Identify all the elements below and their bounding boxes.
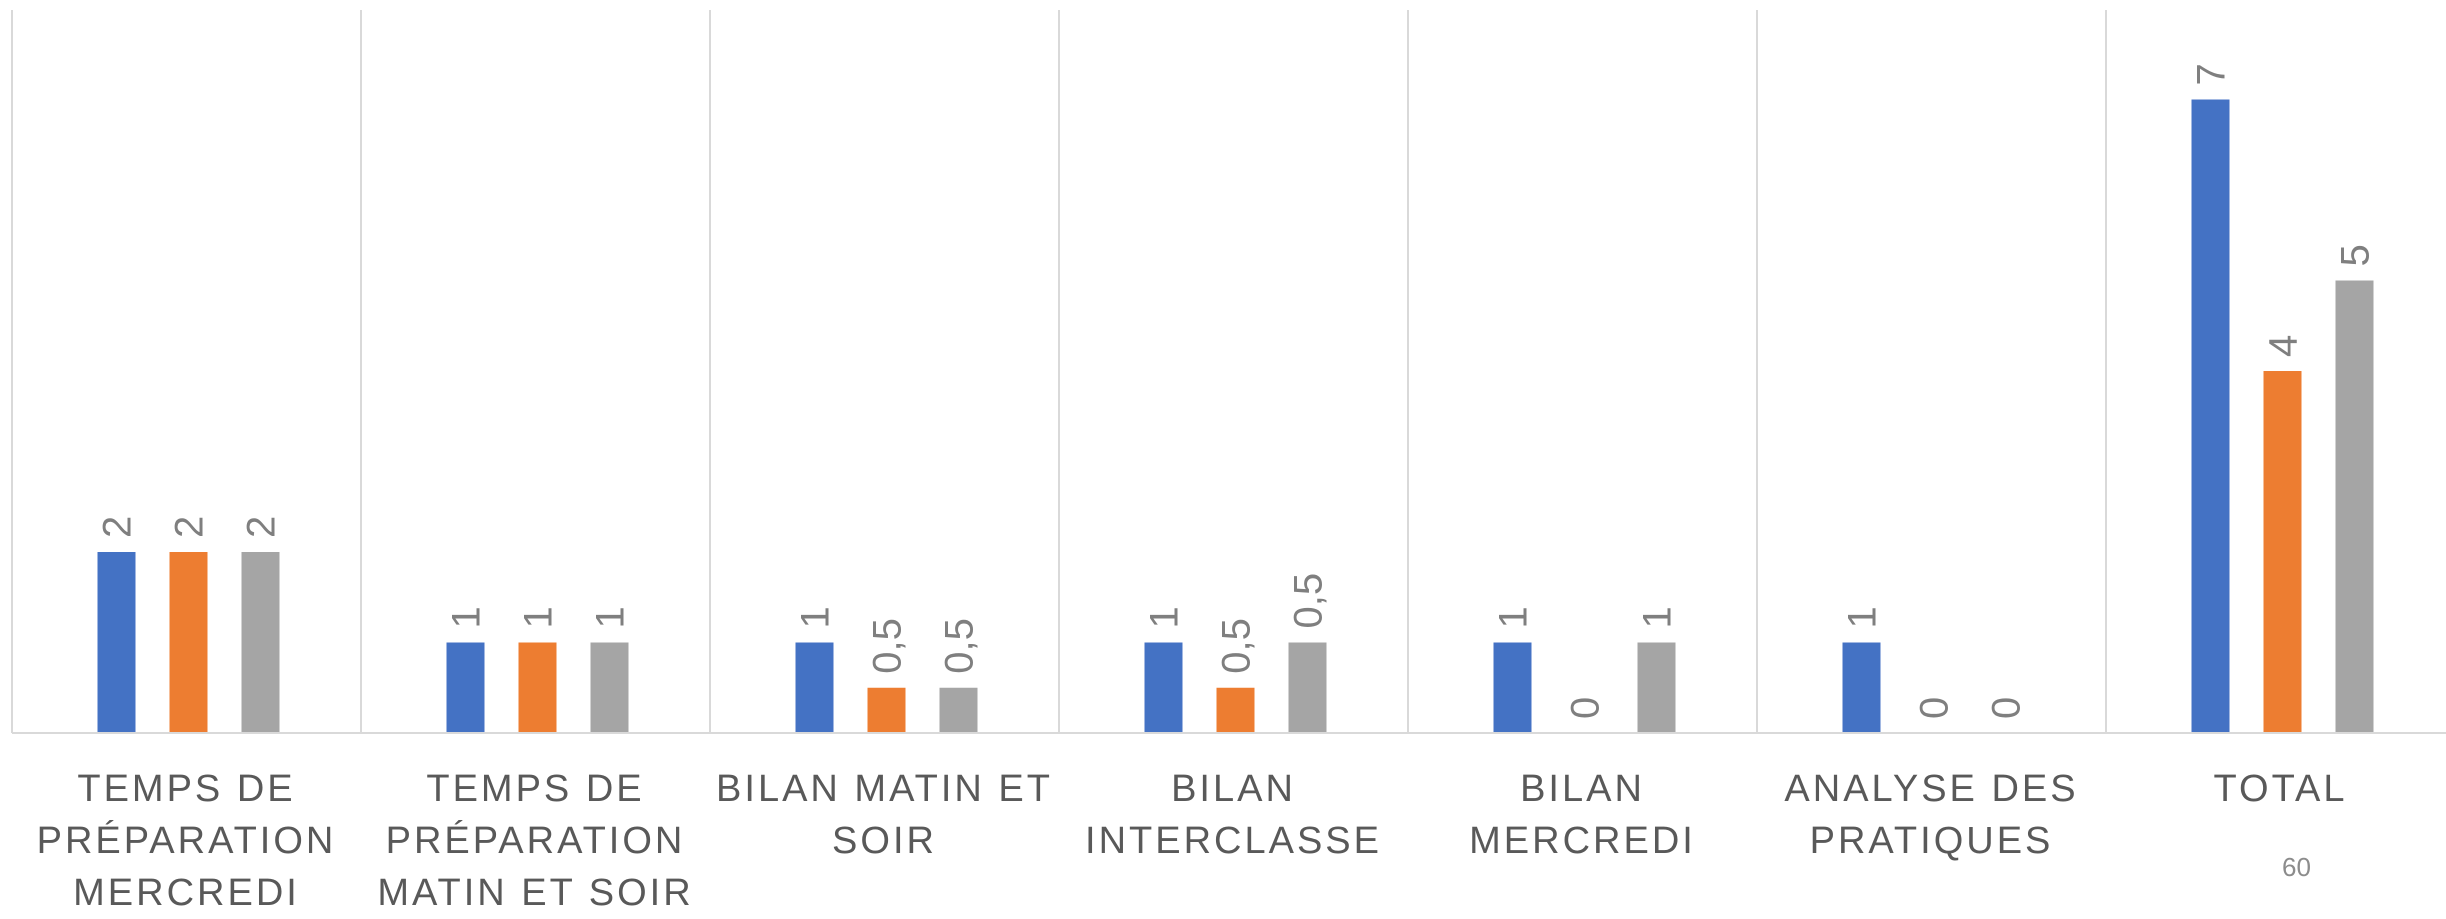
category-label-line: INTERCLASSE (1085, 820, 1382, 862)
category-separators (11, 10, 2107, 733)
data-label: 1 (1841, 606, 1885, 628)
bar (1144, 642, 1183, 733)
data-labels-group: 2 2 2 1 1 1 1 0,5 0,5 1 0,5 0,5 1 0 1 1 0 0 7 4 5 (96, 63, 2378, 719)
category-label-line: MERCREDI (73, 872, 300, 914)
data-label: 0 (1564, 697, 1608, 719)
data-label: 1 (1492, 606, 1536, 628)
category-label-line: PRÉPARATION (385, 820, 686, 862)
data-label: 1 (1636, 606, 1680, 628)
category-label: TEMPS DE PRÉPARATION MATIN ET SOIR (361, 763, 710, 919)
data-label: 1 (794, 606, 838, 628)
bar (939, 687, 978, 733)
data-label: 0,5 (866, 618, 910, 674)
category-label: BILAN MATIN ET SOIR (710, 763, 1059, 867)
data-label: 7 (2190, 63, 2234, 85)
category-label-line: TOTAL (2213, 768, 2348, 810)
data-label: 5 (2334, 244, 2378, 266)
bar (2335, 280, 2374, 733)
category-label: BILAN INTERCLASSE (1059, 763, 1408, 867)
data-label: 0,5 (1215, 618, 1259, 674)
data-label: 0,5 (1287, 573, 1331, 629)
category-label-line: PRATIQUES (1809, 820, 2054, 862)
bar (241, 552, 280, 733)
bar (1493, 642, 1532, 733)
data-label: 1 (517, 606, 561, 628)
data-label: 1 (1143, 606, 1187, 628)
data-label: 1 (589, 606, 633, 628)
data-label: 4 (2262, 335, 2306, 357)
data-label: 0 (1913, 697, 1957, 719)
bar (446, 642, 485, 733)
bar (1288, 642, 1327, 733)
data-label: 2 (168, 516, 212, 538)
category-label-line: MATIN ET SOIR (377, 872, 694, 914)
category-label-line: BILAN MATIN ET (716, 768, 1053, 810)
bar (1842, 642, 1881, 733)
page-number: 60 (2282, 852, 2311, 882)
category-label-line: TEMPS DE (426, 768, 645, 810)
bar (795, 642, 834, 733)
bar (2263, 371, 2302, 733)
category-label-line: SOIR (832, 820, 937, 862)
data-label: 2 (240, 516, 284, 538)
bar (590, 642, 629, 733)
data-label: 2 (96, 516, 140, 538)
bar (1637, 642, 1676, 733)
bar (2191, 99, 2230, 733)
category-label: TOTAL (2106, 763, 2446, 815)
category-label: ANALYSE DES PRATIQUES (1757, 763, 2106, 867)
bar (169, 552, 208, 733)
category-label-line: BILAN (1171, 768, 1296, 810)
category-label-line: PRÉPARATION (36, 820, 337, 862)
category-label-line: ANALYSE DES (1784, 768, 2079, 810)
bar (97, 552, 136, 733)
bar (1216, 687, 1255, 733)
category-label-line: BILAN MERCREDI (1469, 768, 1696, 862)
bar (867, 687, 906, 733)
category-label-line: TEMPS DE (77, 768, 296, 810)
category-label: BILAN MERCREDI (1408, 763, 1757, 867)
data-label: 1 (445, 606, 489, 628)
category-label: TEMPS DE PRÉPARATION MERCREDI (12, 763, 361, 919)
bars-group (97, 99, 2374, 733)
data-label: 0,5 (938, 618, 982, 674)
data-label: 0 (1985, 697, 2029, 719)
bar (518, 642, 557, 733)
